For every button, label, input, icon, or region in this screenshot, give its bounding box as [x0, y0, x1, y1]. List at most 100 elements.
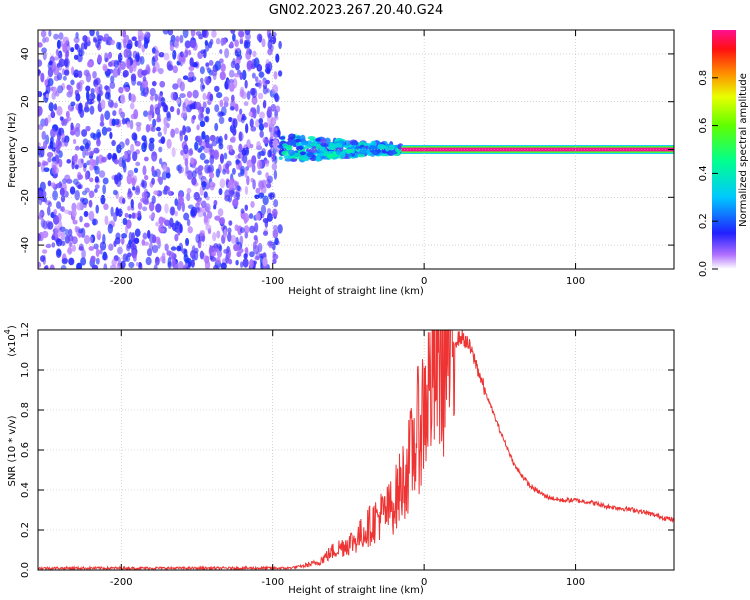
spectrogram-signal-blob [333, 142, 343, 149]
spectrogram-noise-blob [52, 190, 58, 201]
spectrogram-noise-blob [170, 91, 176, 101]
spectrogram-noise-blob [42, 161, 49, 166]
spectrogram-noise-blob [51, 164, 57, 175]
spectrogram-noise-blob [64, 118, 69, 124]
spectrogram-noise-blob [272, 138, 279, 150]
spectrogram-noise-blob [143, 138, 148, 149]
spectrogram-noise-blob [264, 67, 271, 74]
spectrogram-noise-blob [154, 256, 160, 266]
spectrogram-noise-blob [95, 39, 101, 49]
spectrogram-noise-blob [59, 226, 66, 233]
spectrogram-noise-blob [120, 236, 125, 245]
spectrogram-noise-blob [137, 68, 144, 79]
spectrogram-noise-blob [267, 240, 274, 247]
spectrogram-noise-blob [189, 57, 194, 67]
spectrogram-noise-blob [58, 150, 63, 159]
spectrogram-noise-blob [47, 180, 52, 187]
spectrogram-noise-blob [46, 206, 51, 216]
spectrogram-noise-blob [257, 92, 264, 100]
spectrogram-noise-blob [249, 118, 254, 128]
spectrogram-noise-blob [237, 172, 242, 178]
spectrogram-noise-blob [129, 102, 135, 110]
spectrogram-noise-blob [251, 155, 257, 165]
spectrogram-noise-blob [108, 243, 114, 251]
spectrogram-noise-blob [148, 141, 155, 152]
spectrogram-noise-blob [151, 244, 159, 254]
snr-y-multiplier-exp: 4 [3, 329, 12, 334]
spectrogram-noise-blob [136, 81, 143, 86]
spectrogram-noise-blob [100, 194, 106, 205]
spectrogram-noise-blob [273, 169, 278, 180]
spectrogram-noise-blob [230, 234, 237, 244]
spectrogram-noise-blob [42, 140, 48, 150]
spectrogram-noise-blob [190, 259, 195, 268]
spectrogram-noise-blob [229, 106, 235, 111]
spectrogram-noise-blob [55, 182, 63, 189]
spectrogram-noise-blob [62, 42, 68, 53]
spectrogram-noise-blob [50, 109, 55, 117]
spectrogram-noise-blob [225, 163, 230, 170]
spectrogram-noise-blob [256, 141, 261, 149]
spectrogram-noise-blob [244, 79, 248, 89]
spectrogram-noise-blob [271, 31, 277, 38]
spectrogram-noise-blob [172, 65, 178, 74]
spectrogram-grid [38, 30, 674, 269]
snr-y-tick-label: 1.2 [20, 322, 31, 338]
spectrogram-noise-blob [250, 201, 255, 208]
spectrogram-noise-blob [249, 258, 254, 268]
spectrogram-noise-blob [142, 69, 149, 75]
spectrogram-noise-blob [244, 167, 248, 178]
spectrogram-noise-blob [214, 60, 222, 71]
spectrogram-noise-blob [45, 93, 50, 99]
spectrogram-noise-blob [204, 39, 209, 46]
spectrogram-noise-blob [130, 143, 135, 153]
spectrogram-noise-blob [89, 164, 94, 171]
spectrogram-noise-blob [157, 176, 162, 183]
spectrogram-noise-blob [139, 32, 145, 38]
spectrogram-noise-blob [179, 93, 186, 99]
spectrogram-noise-blob [141, 191, 148, 200]
spectrogram-noise-blob [89, 30, 95, 37]
spectrogram-noise-blob [56, 201, 62, 209]
spectrogram-noise-blob [55, 238, 63, 247]
spectrogram-noise-blob [137, 39, 142, 49]
spectrogram-noise-blob [70, 47, 75, 53]
spectrogram-noise-blob [70, 122, 74, 131]
spectrogram-noise-blob [75, 31, 79, 39]
colorbar-tick-label: 0.4 [698, 165, 709, 181]
spectrogram-noise-blob [143, 40, 149, 49]
spectrogram-noise-blob [125, 138, 130, 146]
spectrogram-noise-blob [102, 177, 109, 185]
spectrogram-signal-blob [282, 143, 289, 148]
spectrogram-noise-blob [132, 151, 138, 162]
spectrogram-noise-blob [249, 251, 255, 258]
spectrogram-noise-blob [147, 110, 153, 116]
colorbar-gradient [712, 30, 736, 269]
spectrogram-noise-blob [258, 192, 265, 199]
spectrogram-noise-blob [161, 171, 168, 181]
spectrogram-signal-blob [328, 144, 336, 150]
spectrogram-noise-blob [94, 188, 98, 193]
spectrogram-y-tick-label: -40 [20, 237, 31, 253]
colorbar-tick-label: 0.0 [698, 261, 709, 277]
spectrogram-noise-blob [205, 141, 210, 149]
spectrogram-noise-blob [230, 136, 236, 143]
spectrogram-noise-blob [267, 39, 272, 50]
spectrogram-noise-blob [78, 228, 84, 234]
spectrogram-noise-blob [214, 104, 220, 113]
spectrogram-noise-blob [166, 112, 172, 122]
spectrogram-noise-blob [40, 255, 46, 262]
spectrogram-noise-blob [103, 203, 109, 211]
spectrogram-noise-blob [185, 165, 189, 175]
spectrogram-noise-blob [85, 90, 90, 101]
spectrogram-noise-blob [227, 179, 234, 190]
spectrogram-signal-blob [388, 144, 395, 151]
spectrogram-noise-blob [130, 73, 137, 82]
spectrogram-noise-blob [214, 122, 219, 132]
spectrogram-noise-blob [86, 60, 93, 68]
spectrogram-noise-blob [175, 220, 180, 227]
spectrogram-noise-blob [74, 164, 79, 170]
spectrogram-noise-blob [95, 257, 100, 265]
spectrogram-noise-blob [189, 103, 197, 110]
spectrogram-noise-blob [228, 117, 233, 123]
